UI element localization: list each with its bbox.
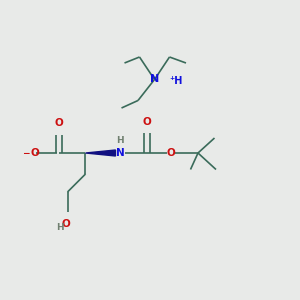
Text: O: O: [142, 117, 152, 127]
Text: O: O: [167, 148, 176, 158]
Text: O: O: [61, 219, 70, 229]
Text: O: O: [31, 148, 39, 158]
Text: −: −: [22, 148, 30, 158]
Polygon shape: [85, 150, 116, 156]
Text: N: N: [150, 74, 159, 85]
Text: N: N: [116, 148, 124, 158]
Text: O: O: [54, 118, 63, 128]
Text: H: H: [116, 136, 124, 145]
Text: H: H: [56, 223, 64, 232]
Text: ⁺H: ⁺H: [169, 76, 183, 86]
